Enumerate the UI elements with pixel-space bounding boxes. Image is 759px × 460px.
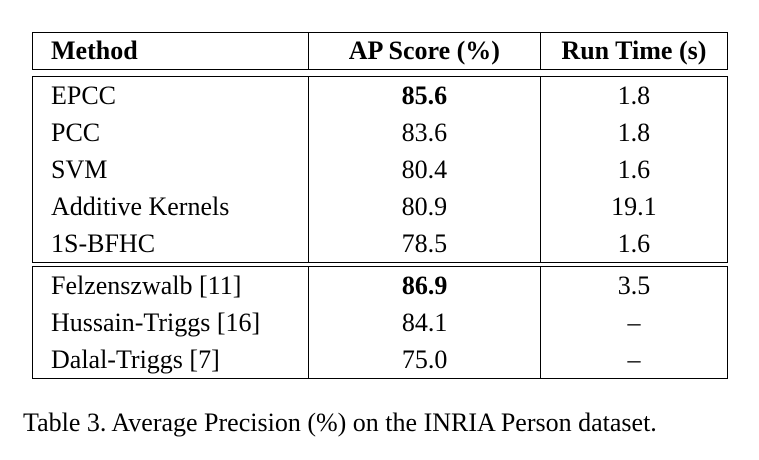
- run-time-cell: 1.8: [539, 114, 729, 151]
- run-time-cell: 3.5: [540, 266, 728, 304]
- run-time-cell: 1.6: [539, 225, 729, 263]
- table-row: Hussain-Triggs [16] 84.1–: [31, 304, 728, 341]
- table-row: SVM 80.4 1.6: [32, 151, 729, 188]
- table-row: Additive Kernels 80.9 19.1: [32, 188, 729, 225]
- method-cell: Hussain-Triggs [16]: [31, 304, 310, 341]
- run-time-cell: –: [540, 341, 728, 379]
- ap-score-cell: 84.1: [308, 304, 541, 341]
- header-row: Method AP Score (%) Run Time (s): [32, 32, 729, 70]
- results-table-group-prior: Felzenszwalb [11] 86.9 3.5 Hussain-Triggs […: [31, 266, 728, 379]
- method-cell: SVM: [32, 151, 309, 188]
- header-run-time: Run Time (s): [539, 32, 729, 70]
- ap-score-cell: 78.5: [307, 225, 541, 263]
- ap-score-cell: 85.6: [307, 76, 541, 114]
- method-cell: EPCC: [32, 76, 309, 114]
- ap-score-cell: 80.9: [307, 188, 541, 225]
- table-row: PCC 83.6 1.8: [32, 114, 729, 151]
- table-row: Felzenszwalb [11] 86.9 3.5: [31, 266, 728, 304]
- method-cell: 1S-BFHC: [32, 225, 309, 263]
- table-row: 1S-BFHC 78.5 1.6: [32, 225, 729, 263]
- results-table-group-ours: EPCC 85.6 1.8 PCC 83.6 1.8 SVM 80.4 1.6 Additive …: [32, 76, 729, 263]
- ap-score-cell: 80.4: [307, 151, 541, 188]
- run-time-cell: –: [540, 304, 728, 341]
- ap-score-cell: 83.6: [307, 114, 541, 151]
- table-row: EPCC 85.6 1.8: [32, 76, 729, 114]
- header-ap-score: AP Score (%): [307, 32, 541, 70]
- table-caption: Table 3. Average Precision (%) on the IN…: [23, 408, 657, 437]
- ap-score-cell: 86.9: [308, 266, 541, 304]
- table-row: Dalal-Triggs [7] 75.0–: [31, 341, 728, 379]
- method-cell: Dalal-Triggs [7]: [31, 341, 310, 379]
- run-time-cell: 1.6: [539, 151, 729, 188]
- method-cell: Felzenszwalb [11]: [31, 266, 310, 304]
- method-cell: PCC: [32, 114, 309, 151]
- results-table-header: Method AP Score (%) Run Time (s): [32, 32, 729, 70]
- ap-score-cell: 75.0: [308, 341, 541, 379]
- run-time-cell: 19.1: [539, 188, 729, 225]
- header-method: Method: [32, 32, 309, 70]
- run-time-cell: 1.8: [539, 76, 729, 114]
- method-cell: Additive Kernels: [32, 188, 309, 225]
